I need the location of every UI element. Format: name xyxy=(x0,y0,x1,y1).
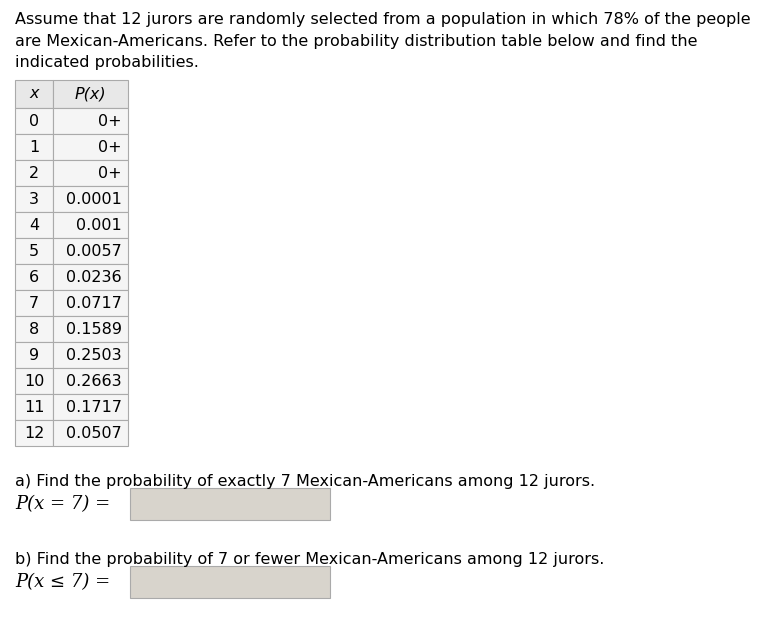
Text: 0: 0 xyxy=(29,113,39,129)
Text: 0.001: 0.001 xyxy=(77,218,122,232)
Bar xyxy=(53,264,128,290)
Text: b) Find the probability of 7 or fewer Mexican-Americans among 12 jurors.: b) Find the probability of 7 or fewer Me… xyxy=(15,552,604,567)
Bar xyxy=(53,394,128,420)
Bar xyxy=(15,290,53,316)
Text: 9: 9 xyxy=(29,348,39,362)
Text: 0.0717: 0.0717 xyxy=(66,296,122,310)
Bar xyxy=(53,186,128,212)
Bar xyxy=(53,290,128,316)
Bar xyxy=(15,186,53,212)
Bar xyxy=(15,394,53,420)
Text: 3: 3 xyxy=(29,191,39,207)
Text: 0.2663: 0.2663 xyxy=(66,374,122,388)
Text: 4: 4 xyxy=(29,218,39,232)
Bar xyxy=(53,238,128,264)
Text: 10: 10 xyxy=(23,374,45,388)
Bar xyxy=(15,368,53,394)
Bar xyxy=(53,108,128,134)
Text: 0.0001: 0.0001 xyxy=(66,191,122,207)
Bar xyxy=(53,342,128,368)
Text: 0+: 0+ xyxy=(99,166,122,180)
Text: 8: 8 xyxy=(29,321,39,337)
Bar xyxy=(15,316,53,342)
Text: 2: 2 xyxy=(29,166,39,180)
Text: 6: 6 xyxy=(29,269,39,285)
Bar xyxy=(53,80,128,108)
Text: 0.1589: 0.1589 xyxy=(66,321,122,337)
Bar xyxy=(15,264,53,290)
Bar xyxy=(15,160,53,186)
Bar xyxy=(15,108,53,134)
Text: 0+: 0+ xyxy=(99,113,122,129)
Bar xyxy=(53,212,128,238)
Bar xyxy=(15,80,53,108)
Text: P(x = 7) =: P(x = 7) = xyxy=(15,495,110,513)
Text: a) Find the probability of exactly 7 Mexican-Americans among 12 jurors.: a) Find the probability of exactly 7 Mex… xyxy=(15,474,595,489)
Bar xyxy=(130,488,330,520)
Bar xyxy=(15,420,53,446)
Text: 0.2503: 0.2503 xyxy=(66,348,122,362)
Text: P(x): P(x) xyxy=(75,86,106,102)
Bar xyxy=(15,212,53,238)
Text: 7: 7 xyxy=(29,296,39,310)
Text: 11: 11 xyxy=(23,399,45,415)
Text: 0+: 0+ xyxy=(99,140,122,154)
Bar xyxy=(130,566,330,598)
Text: 0.0236: 0.0236 xyxy=(66,269,122,285)
Text: 5: 5 xyxy=(29,243,39,259)
Bar xyxy=(15,342,53,368)
Bar xyxy=(15,134,53,160)
Text: x: x xyxy=(29,86,39,102)
Text: P(x ≤ 7) =: P(x ≤ 7) = xyxy=(15,573,110,591)
Text: Assume that 12 jurors are randomly selected from a population in which 78% of th: Assume that 12 jurors are randomly selec… xyxy=(15,12,751,70)
Bar xyxy=(15,238,53,264)
Text: 0.0507: 0.0507 xyxy=(66,426,122,440)
Bar xyxy=(53,316,128,342)
Bar xyxy=(53,368,128,394)
Bar xyxy=(53,420,128,446)
Text: 0.0057: 0.0057 xyxy=(66,243,122,259)
Text: 12: 12 xyxy=(23,426,45,440)
Text: 1: 1 xyxy=(29,140,39,154)
Bar xyxy=(53,134,128,160)
Bar xyxy=(53,160,128,186)
Text: 0.1717: 0.1717 xyxy=(66,399,122,415)
